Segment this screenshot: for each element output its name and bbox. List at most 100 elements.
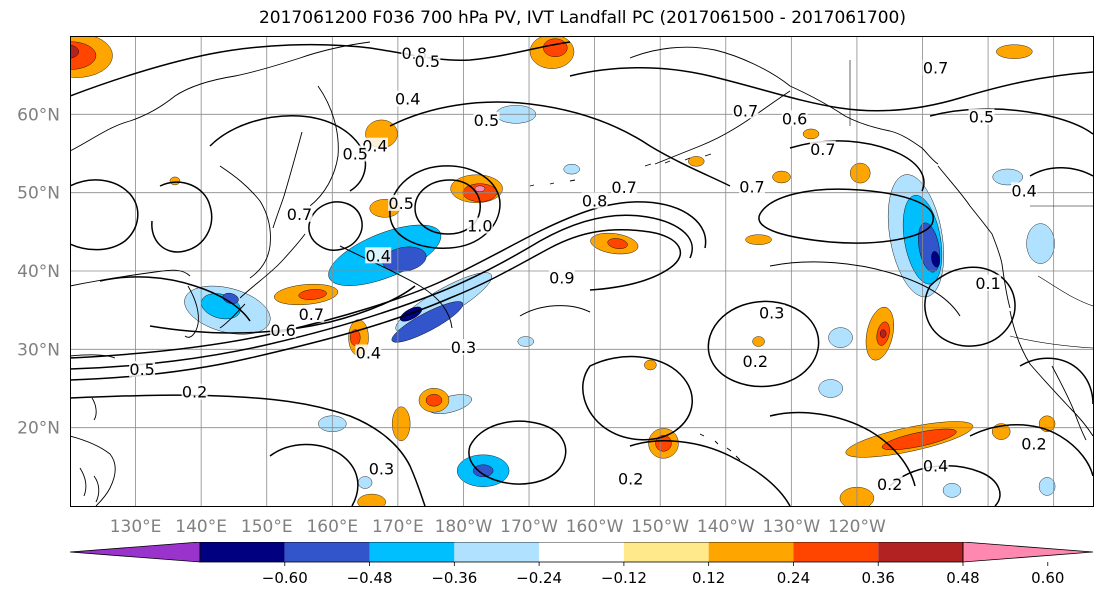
shading-blob-18 [818,379,843,398]
coastline-taiwan [91,397,97,421]
colorbar-segment [539,542,624,562]
shading-blob-54 [850,162,871,184]
contour-jet-1 [70,228,682,381]
shading-blob-48 [350,329,361,346]
colorbar-tick-label: 0.60 [1031,569,1064,587]
colorbar-segment [200,542,285,562]
lat-tick-label: 20°N [17,419,60,439]
coastline-kamchatka [309,85,339,207]
contour-closed-6 [889,465,1001,506]
contour-east-3 [1029,167,1093,177]
shading-blob-46 [655,435,672,452]
contour-north-3 [389,101,731,187]
contour-label: 0.7 [923,58,948,77]
contour-closed-1 [389,165,501,249]
colorbar-tick-label: −0.60 [262,569,308,587]
contour-south-1 [70,394,426,506]
contour-closed-2 [414,179,481,235]
contour-south-2 [269,443,359,506]
contour-label-bg [922,59,949,76]
colorbar-segment [284,542,370,562]
lon-tick-label: 140°W [697,517,755,537]
contour-south-3 [582,355,693,441]
contour-label: 0.5 [129,360,154,379]
contour-label: 0.2 [743,352,768,371]
shading-blob-42 [70,44,79,59]
contour-label: 0.5 [969,108,994,127]
contour-label: 0.6 [270,321,295,340]
shading-blob-28 [474,185,486,192]
contour-label-bg [1020,435,1047,452]
contour-label: 0.5 [343,145,368,164]
coastline-philippines [79,467,100,503]
contour-label: 0.6 [782,109,807,128]
coastline-china [70,269,191,506]
shading-blob-64 [169,176,181,186]
lat-tick-label: 30°N [17,340,60,360]
map-panel: 0.80.50.40.50.40.50.70.81.00.70.40.50.90… [70,36,1094,507]
contour-jet-3 [70,201,707,359]
lon-tick-label: 120°W [828,517,886,537]
contour-label: 0.2 [877,475,902,494]
colorbar-tick-labels: −0.60 −0.48 −0.36 −0.24 −0.12 0.12 0.24 0.36 0.4… [262,562,1064,587]
contour-south-4 [629,440,791,506]
contour-label: 1.0 [467,217,492,236]
lon-tick-label: 130°E [110,517,162,537]
pv-colorbar: −0.60 −0.48 −0.36 −0.24 −0.12 0.12 0.24 0.36 0.4… [70,542,1094,587]
shading-blob-57 [802,128,820,140]
coastline-sakhalin [272,131,303,229]
coastlines [70,41,1093,506]
lon-tick-label: 170°E [372,517,424,537]
contour-west-3 [99,276,251,322]
contour-label: 0.3 [369,459,394,478]
contour-label: 0.7 [739,177,764,196]
contour-label-bg [450,338,477,355]
coastline-korea [184,285,199,338]
contour-label-bg [355,344,382,361]
colorbar-extend-low [70,542,201,563]
contour-labels: 0.80.50.40.50.40.50.70.81.00.70.40.50.90… [129,44,1047,494]
contour-label-bg [742,353,769,370]
contour-east-2 [1019,357,1093,405]
coastline-alaska [629,46,939,165]
pv-contours [70,41,1093,506]
contour-label: 0.5 [388,194,413,213]
contour-label-bg [968,108,995,125]
lon-tick-label: 150°W [631,517,689,537]
contour-north-4 [569,67,1093,112]
aleutian-islands [529,153,712,187]
contour-label-bg [809,140,836,157]
colorbar-tick-label: 0.24 [777,569,810,587]
shading-blob-32 [298,289,327,300]
colorbar-segment [454,542,540,562]
contour-label-bg [181,383,208,400]
contour-label-bg [129,360,156,377]
shading-blob-17 [828,327,853,348]
contour-label: 0.7 [810,140,835,159]
shading-blob-24 [1038,477,1056,496]
map-frame [70,36,1094,507]
contour-label-bg [548,269,575,286]
colorbar-segment [878,542,963,562]
contour-label-bg [922,457,949,474]
contour-east-1 [924,266,1016,347]
lon-tick-label: 180°W [435,517,493,537]
lon-tick-label: 140°E [175,517,227,537]
shading-blob-7 [222,292,239,304]
lon-tick-label: 160°W [566,517,624,537]
contour-west-1 [70,179,139,251]
contour-north-1 [70,41,571,97]
contour-label-bg [342,145,369,162]
colorbar-frame [199,542,964,563]
colorbar-segment [708,542,794,562]
lon-tick-label: 160°E [306,517,358,537]
contour-label-bg [414,53,441,70]
shading-blob-21 [517,336,534,347]
contour-label: 0.7 [611,178,636,197]
contour-label: 0.4 [365,246,390,265]
contour-label: 0.7 [287,205,312,224]
contour-label-bg [365,247,392,264]
coastline-alaska-peninsula [654,90,791,165]
contour-label-bg [975,274,1002,291]
shading-blob-16 [992,168,1023,186]
